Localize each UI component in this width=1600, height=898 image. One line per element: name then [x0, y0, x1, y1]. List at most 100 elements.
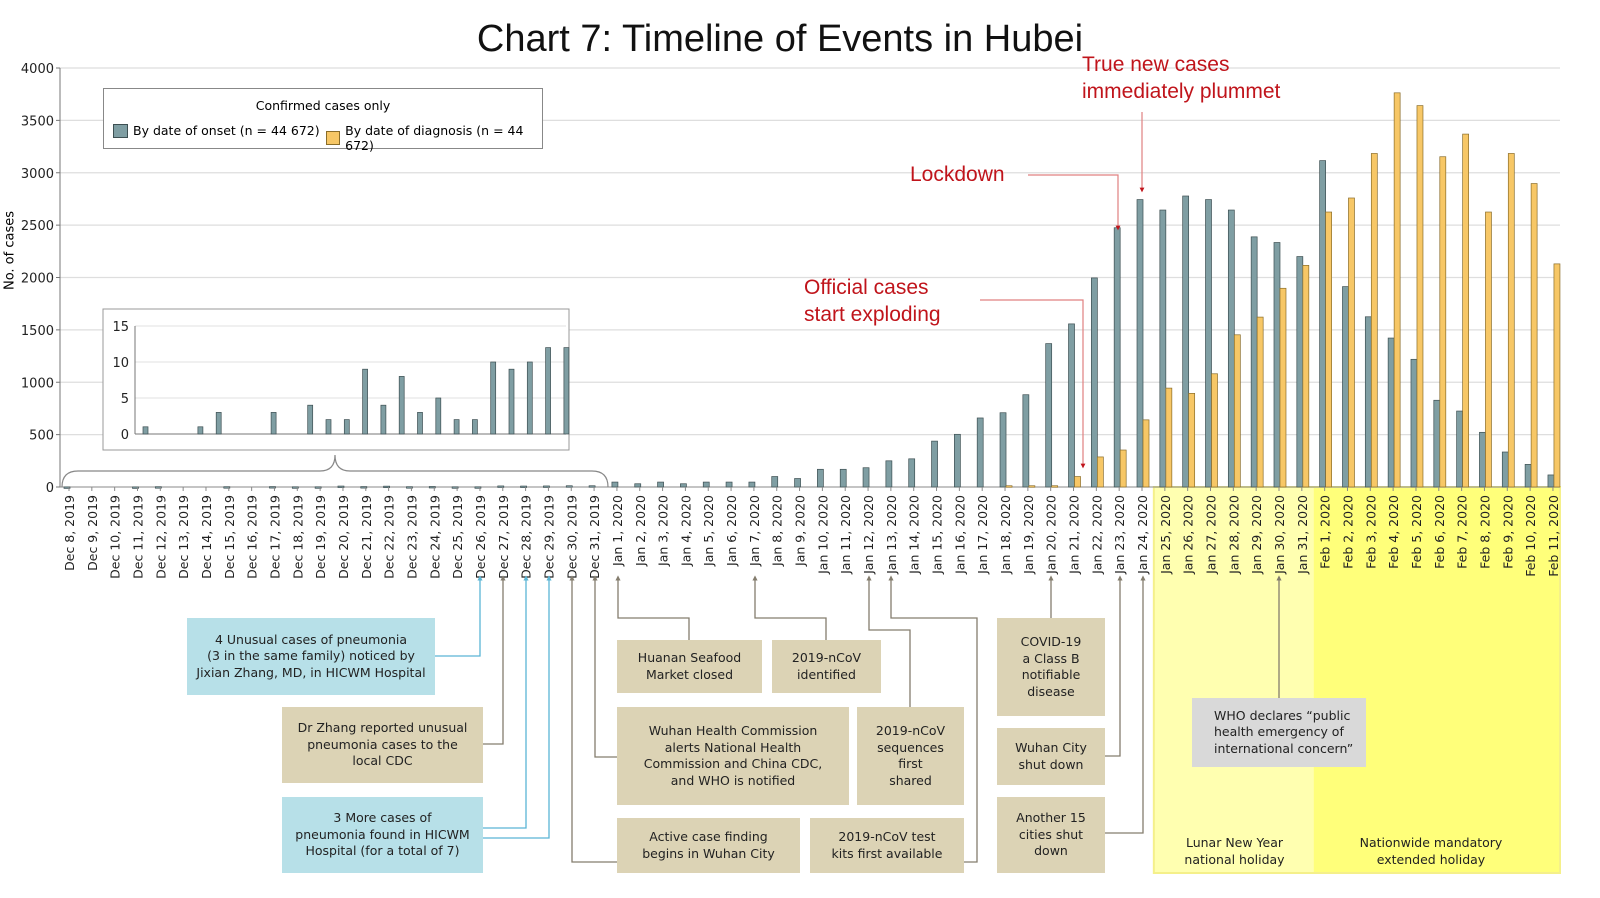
event-connector: [483, 575, 552, 839]
x-tick-label: Jan 7, 2020: [747, 495, 762, 567]
x-tick-label: Feb 4, 2020: [1386, 495, 1401, 569]
legend-swatch-diagnosis: [326, 131, 341, 145]
inset-bar-onset: [142, 426, 149, 435]
bar-diagnosis: [1233, 334, 1241, 488]
inset-y-tick-label: 0: [121, 428, 129, 443]
event-box-15-cities: Another 15 cities shut down: [997, 797, 1105, 873]
bar-onset: [497, 485, 505, 488]
bar-diagnosis: [1325, 211, 1333, 488]
bar-diagnosis: [1530, 183, 1538, 488]
x-tick-label: Jan 10, 2020: [815, 495, 830, 575]
bar-onset: [1273, 242, 1281, 488]
inset-bar-onset: [435, 397, 442, 435]
legend: Confirmed cases only By date of onset (n…: [103, 88, 543, 153]
x-tick-label: Dec 19, 2019: [313, 495, 328, 579]
bar-onset: [474, 486, 482, 489]
x-tick-label: Jan 9, 2020: [793, 495, 808, 567]
x-tick-label: Feb 5, 2020: [1409, 495, 1424, 569]
bar-diagnosis: [1142, 419, 1150, 488]
x-tick-label: Feb 2, 2020: [1340, 495, 1355, 569]
bar-onset: [954, 433, 961, 488]
x-tick-label: Jan 23, 2020: [1112, 495, 1127, 575]
event-box-reported-cdc: Dr Zhang reported unusual pneumonia case…: [282, 707, 483, 783]
bar-onset: [680, 483, 687, 488]
x-tick-label: Feb 1, 2020: [1318, 495, 1333, 569]
bar-onset: [862, 467, 870, 488]
x-tick-label: Dec 25, 2019: [450, 495, 465, 579]
bar-onset: [223, 486, 231, 489]
event-box-more-cases: 3 More cases of pneumonia found in HICWM…: [282, 797, 483, 873]
bar-onset: [908, 458, 916, 488]
arrow-official-cases: [980, 299, 1086, 469]
x-tick-label: Jan 1, 2020: [610, 495, 625, 567]
bar-onset: [885, 460, 893, 488]
bar-onset: [1159, 209, 1167, 488]
inset-bar-onset: [563, 347, 570, 435]
bar-onset: [269, 486, 276, 489]
x-tick-label: Dec 27, 2019: [496, 495, 511, 579]
bar-diagnosis: [1462, 133, 1469, 488]
bar-diagnosis: [1507, 153, 1515, 488]
bar-diagnosis: [1553, 263, 1561, 488]
x-tick-label: Jan 31, 2020: [1295, 495, 1310, 575]
event-connector: [569, 575, 617, 863]
inset-chart: 0 5 10 15: [61, 308, 609, 488]
inset-bar-onset: [526, 361, 533, 435]
x-tick-label: Jan 22, 2020: [1089, 495, 1104, 575]
bar-onset: [543, 485, 550, 488]
bar-onset: [63, 486, 71, 489]
y-tick-label: 1500: [21, 324, 54, 339]
event-connector: [483, 575, 529, 829]
x-tick-label: Feb 9, 2020: [1500, 495, 1515, 569]
bar-diagnosis: [1096, 456, 1104, 488]
bar-onset: [999, 412, 1007, 488]
x-tick-label: Jan 21, 2020: [1067, 495, 1082, 575]
legend-title: Confirmed cases only: [255, 98, 391, 113]
inset-bar-onset: [545, 347, 551, 435]
x-tick-label: Feb 10, 2020: [1523, 495, 1538, 577]
bar-diagnosis: [1279, 287, 1287, 488]
event-box-who-notified: Wuhan Health Commission alerts National …: [617, 707, 849, 805]
bar-onset: [154, 486, 162, 489]
x-tick-label: Dec 30, 2019: [564, 495, 579, 579]
holiday-label-extended: Nationwide mandatory extended holiday: [1359, 835, 1503, 867]
legend-label-diagnosis: By date of diagnosis (n = 44 672): [345, 123, 524, 153]
x-tick-label: Dec 23, 2019: [404, 495, 419, 579]
event-connector: [866, 575, 911, 707]
inset-brace: [61, 454, 609, 488]
bar-onset: [931, 440, 938, 488]
bar-diagnosis: [1256, 316, 1264, 488]
legend-label-onset: By date of onset (n = 44 672): [133, 123, 320, 138]
y-tick-label: 500: [29, 429, 54, 444]
bar-onset: [1387, 337, 1395, 488]
bar-onset: [337, 485, 345, 488]
x-tick-label: Jan 4, 2020: [678, 495, 693, 567]
inset-y-tick-label: 15: [112, 320, 129, 335]
event-connector: [1105, 575, 1146, 834]
bar-diagnosis: [1165, 387, 1173, 488]
inset-bar-onset: [417, 412, 423, 435]
bar-diagnosis: [1211, 373, 1218, 488]
x-tick-label: Feb 3, 2020: [1363, 495, 1378, 569]
bar-onset: [1433, 399, 1441, 488]
annotation-plummet: True new cases immediately plummet: [1082, 53, 1281, 103]
holiday-band-extended: [1313, 487, 1560, 873]
inset-bar-onset: [307, 404, 314, 435]
bar-onset: [725, 481, 733, 488]
inset-bar-onset: [508, 368, 515, 435]
y-tick-label: 2500: [21, 219, 54, 234]
x-tick-label: Jan 2, 2020: [633, 495, 648, 567]
x-tick-label: Jan 5, 2020: [701, 495, 716, 567]
bar-onset: [360, 486, 368, 489]
inset-y-tick-label: 5: [121, 392, 129, 407]
bar-diagnosis: [1005, 485, 1013, 488]
inset-bar-onset: [490, 361, 497, 435]
bar-onset: [1068, 323, 1075, 488]
x-tick-label: Dec 11, 2019: [130, 495, 145, 579]
x-tick-label: Jan 24, 2020: [1135, 495, 1150, 575]
x-tick-label: Jan 29, 2020: [1249, 495, 1264, 575]
x-tick-label: Dec 20, 2019: [336, 495, 351, 579]
bar-diagnosis: [1348, 197, 1355, 488]
bar-onset: [1205, 199, 1212, 488]
